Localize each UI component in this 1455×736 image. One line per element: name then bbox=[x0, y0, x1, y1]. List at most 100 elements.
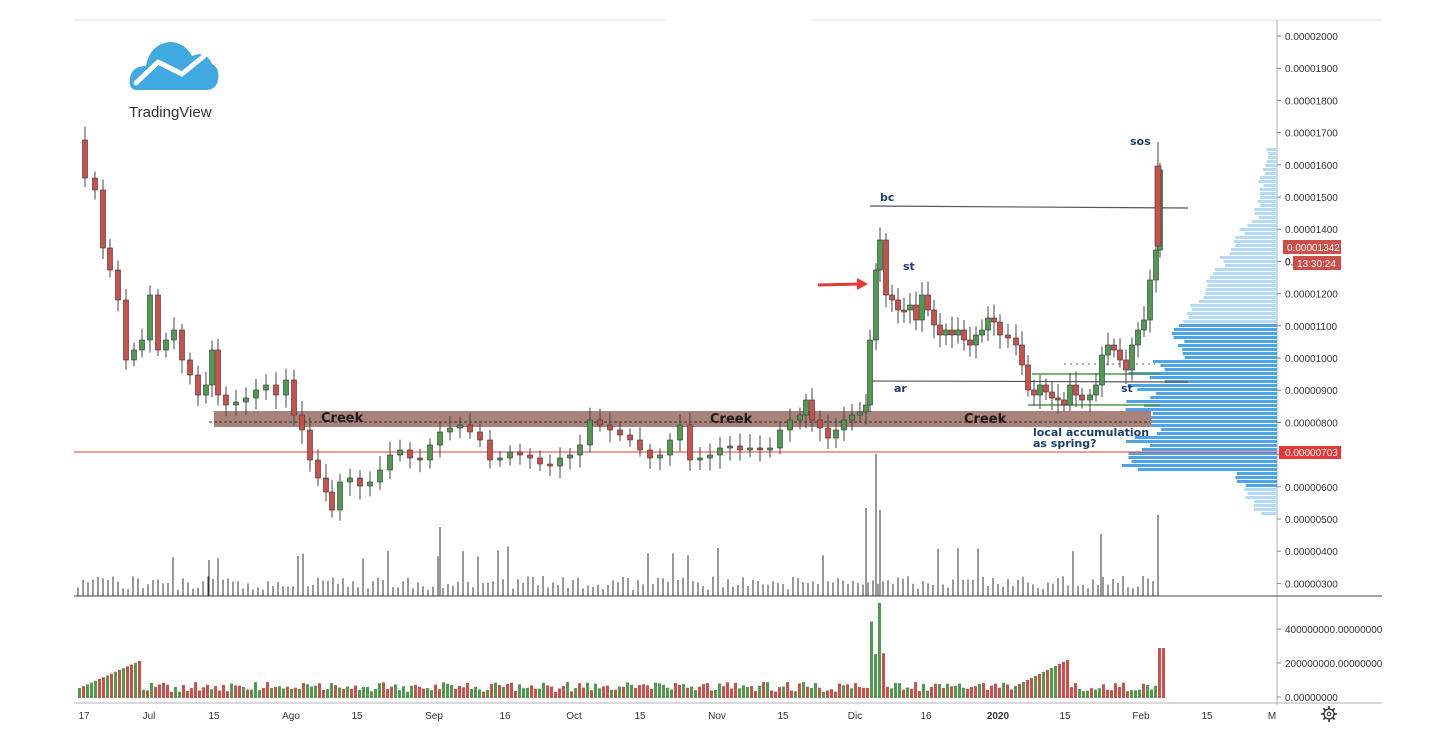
profile-bar bbox=[1171, 332, 1277, 335]
candle-body bbox=[299, 414, 305, 431]
creek-label-2: Creek bbox=[710, 412, 753, 427]
candle-body bbox=[1043, 384, 1049, 393]
price-tick-label: 0.00000400 bbox=[1285, 547, 1338, 558]
volume-bar-colored bbox=[846, 684, 849, 698]
time-tick-label: 16 bbox=[920, 711, 932, 722]
volume-bar-colored bbox=[562, 686, 565, 698]
volume-bar-colored bbox=[646, 685, 649, 698]
volume-bar-colored bbox=[882, 653, 885, 698]
time-tick-label: 15 bbox=[634, 711, 646, 722]
volume-bar-colored bbox=[894, 682, 897, 698]
volume-bar-colored bbox=[1146, 684, 1149, 698]
volume-bar-colored bbox=[918, 691, 921, 698]
profile-bar bbox=[1258, 216, 1277, 219]
volume-bar-colored bbox=[714, 690, 717, 698]
price-tick-label: 0.00000500 bbox=[1285, 515, 1338, 526]
candle-body bbox=[171, 329, 177, 341]
volume-bar-colored bbox=[586, 682, 589, 698]
candle-body bbox=[567, 454, 573, 459]
red-arrow-icon bbox=[817, 278, 868, 290]
profile-bar bbox=[1254, 500, 1277, 503]
creek-label-1: Creek bbox=[321, 411, 364, 426]
candle-body bbox=[100, 189, 106, 249]
volume-bar-colored bbox=[346, 686, 349, 698]
volume-bar-colored bbox=[614, 689, 617, 698]
profile-bar bbox=[1128, 452, 1277, 455]
volume-bar-colored bbox=[878, 603, 881, 698]
volume-bar-colored bbox=[1006, 684, 1009, 698]
volume-bar-colored bbox=[1150, 689, 1153, 698]
volume-bar-colored bbox=[134, 662, 137, 698]
candle-body bbox=[291, 379, 297, 416]
volume-bar-colored bbox=[502, 686, 505, 698]
time-tick-label: 15 bbox=[1059, 711, 1071, 722]
profile-bar bbox=[1237, 480, 1277, 483]
volume-bar-colored bbox=[162, 682, 165, 698]
candle-body bbox=[961, 329, 967, 341]
candle-body bbox=[991, 317, 997, 323]
candle-body bbox=[767, 447, 773, 451]
volume-bar-colored bbox=[1090, 688, 1093, 698]
volume-bar-colored bbox=[1062, 662, 1065, 698]
price-tick-label: 0.00002000 bbox=[1285, 32, 1338, 43]
profile-bar bbox=[1183, 320, 1277, 323]
volume-bar-colored bbox=[710, 690, 713, 698]
volume-bar-colored bbox=[670, 689, 673, 698]
volume-bar-colored bbox=[214, 686, 217, 698]
volume-bar-colored bbox=[138, 661, 141, 698]
candle-body bbox=[147, 294, 153, 341]
profile-bar bbox=[1245, 496, 1277, 499]
volume-bar-colored bbox=[150, 682, 153, 698]
volume-bar-colored bbox=[1138, 689, 1141, 698]
volume-bar-colored bbox=[934, 683, 937, 698]
candle-body bbox=[1067, 384, 1073, 406]
volume-bar-colored bbox=[1106, 689, 1109, 698]
candle-body bbox=[597, 419, 603, 426]
profile-bar bbox=[1153, 360, 1277, 363]
volume-bar-colored bbox=[282, 688, 285, 698]
volume-bar-colored bbox=[926, 690, 929, 698]
candle-body bbox=[1013, 337, 1019, 346]
volume-bar-colored bbox=[642, 684, 645, 698]
volume-bar-colored bbox=[466, 683, 469, 698]
volume-bar-colored bbox=[506, 683, 509, 698]
volume-bar-colored bbox=[638, 684, 641, 698]
volume-bar-colored bbox=[142, 689, 145, 698]
candle-body bbox=[937, 324, 943, 336]
volume-bar-colored bbox=[182, 684, 185, 698]
volume-bar-colored bbox=[1158, 648, 1161, 698]
volume-bar-colored bbox=[682, 684, 685, 698]
volume-bar-colored bbox=[606, 685, 609, 698]
volume-bar-colored bbox=[126, 666, 129, 698]
volume-bar-colored bbox=[458, 686, 461, 698]
volume-bar-colored bbox=[662, 684, 665, 698]
volume-bar-colored bbox=[174, 686, 177, 698]
candle-body bbox=[955, 329, 961, 336]
volume-bar-colored bbox=[774, 691, 777, 698]
candle-body bbox=[1129, 344, 1135, 371]
candle-body bbox=[92, 177, 98, 191]
volume-bar-colored bbox=[530, 685, 533, 698]
profile-bar bbox=[1125, 408, 1277, 411]
time-tick-label: Feb bbox=[1132, 711, 1150, 722]
profile-bar bbox=[1253, 508, 1277, 511]
volume-bar-colored bbox=[218, 690, 221, 698]
candle-body bbox=[925, 294, 931, 311]
profile-bar bbox=[1210, 276, 1277, 279]
candle-body bbox=[809, 399, 815, 421]
profile-bar bbox=[1131, 460, 1277, 463]
profile-bar bbox=[1191, 308, 1277, 311]
volume-bar-colored bbox=[1126, 691, 1129, 698]
volume-bar-colored bbox=[866, 687, 869, 698]
candle-body bbox=[979, 329, 985, 336]
gear-icon[interactable] bbox=[1321, 706, 1337, 722]
volume-bar-colored bbox=[1030, 678, 1033, 698]
candle-body bbox=[139, 339, 145, 351]
volume-bar-colored bbox=[718, 683, 721, 698]
volume-bar-colored bbox=[394, 684, 397, 698]
volume-bar-colored bbox=[366, 687, 369, 698]
profile-bar bbox=[1267, 152, 1277, 155]
time-tick-label: Ago bbox=[282, 711, 300, 722]
volume-bar-colored bbox=[1026, 680, 1029, 698]
